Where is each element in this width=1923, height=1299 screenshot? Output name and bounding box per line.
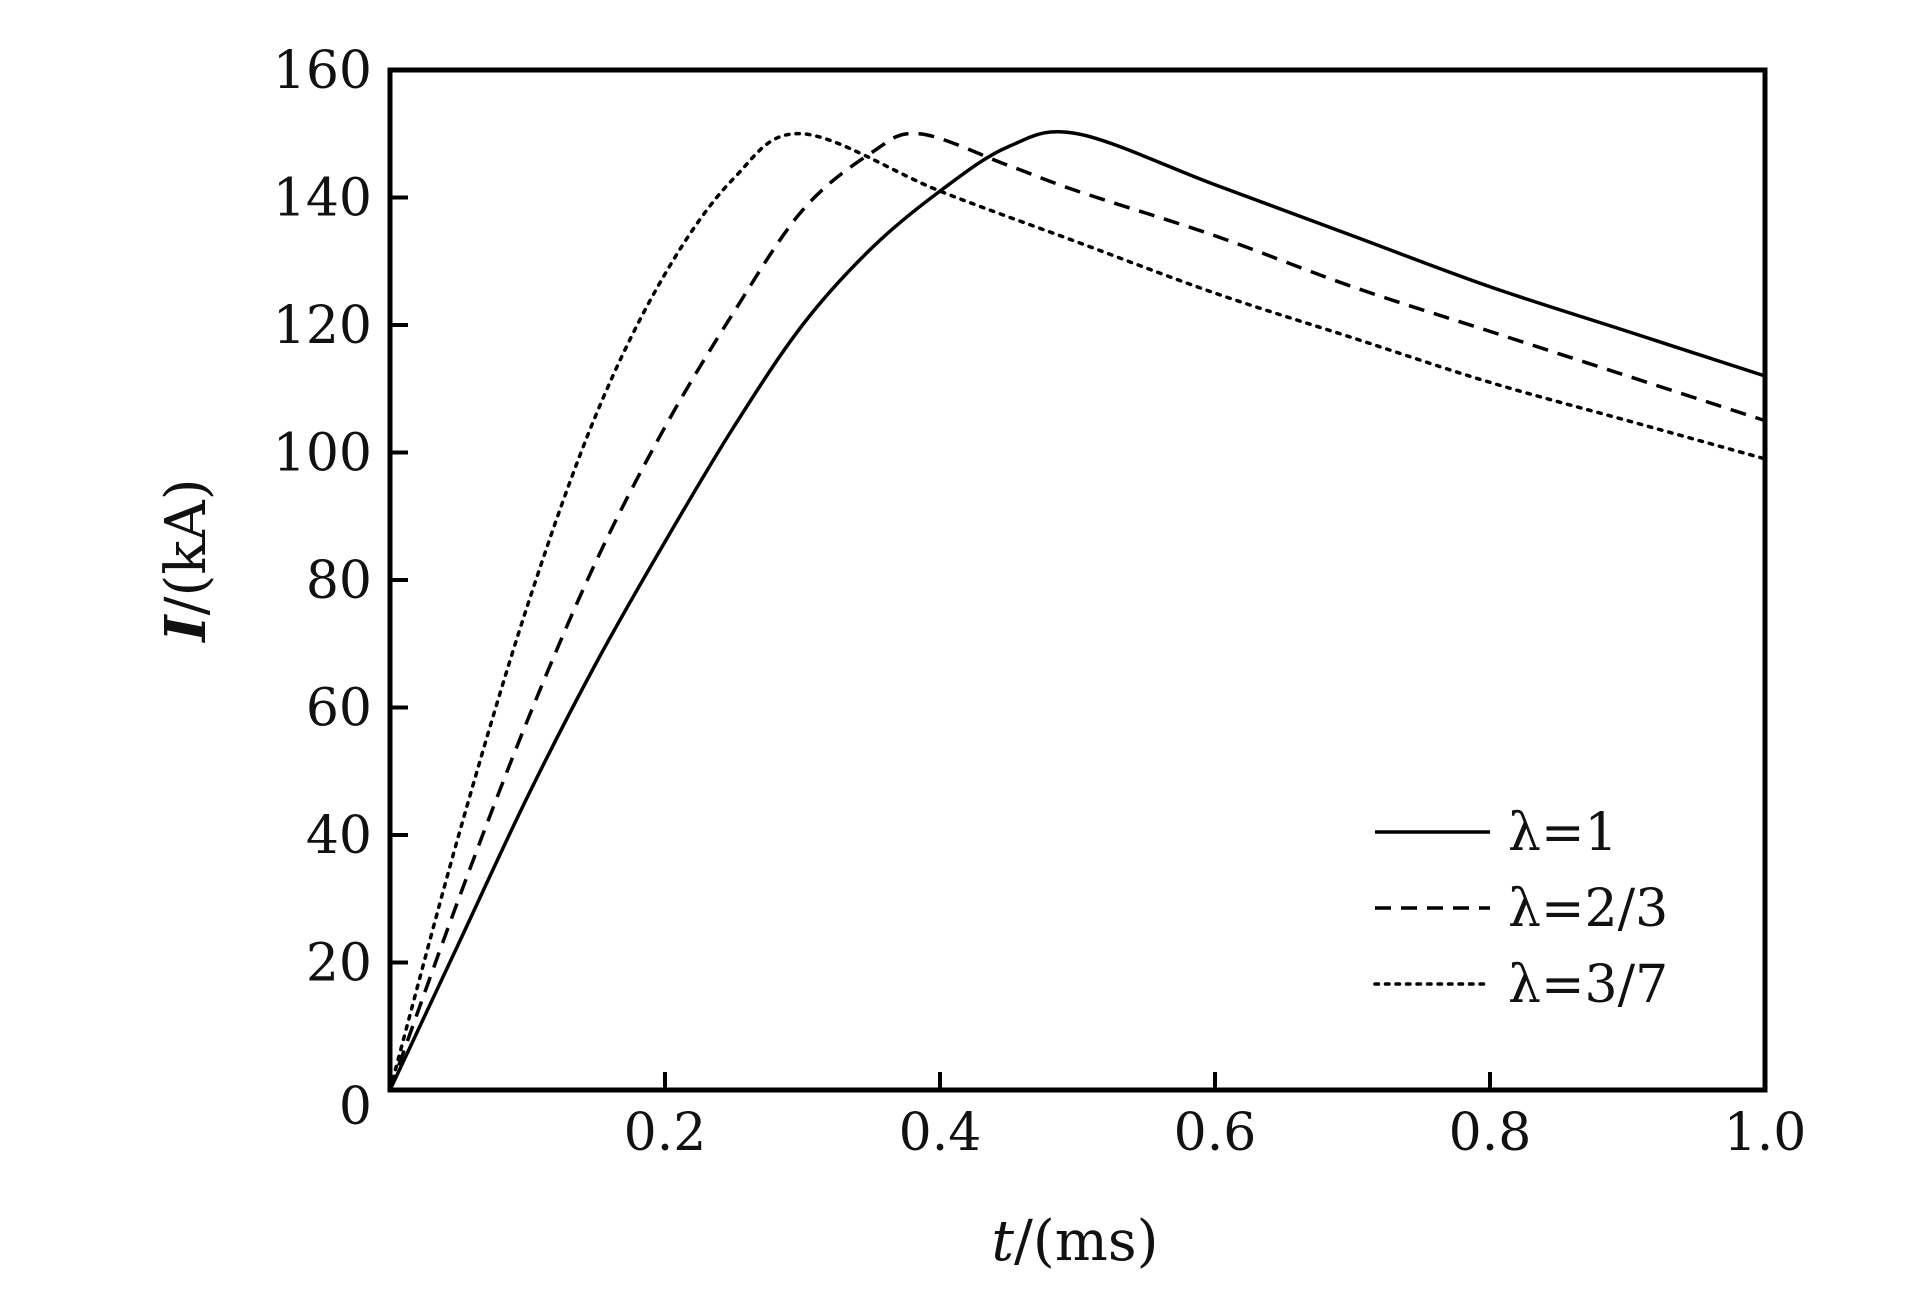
x-axis-ticks: 0.2 0.4 0.6 0.8 1.0: [624, 1072, 1807, 1163]
series-line-2: [388, 131, 1766, 1091]
x-axis-label: t/(ms): [992, 1209, 1159, 1274]
y-tick-label: 0: [339, 1077, 372, 1137]
x-axis-symbol: t: [992, 1209, 1015, 1274]
x-tick-label: 0.6: [1174, 1103, 1257, 1163]
y-tick-label: 40: [306, 806, 372, 866]
legend: λ=1 λ=2/3 λ=3/7: [1373, 803, 1668, 1015]
y-axis-symbol: I: [153, 614, 219, 644]
series-layer: [388, 129, 1767, 1092]
y-axis-label: I/(kA): [153, 478, 219, 643]
y-tick-label: 80: [306, 551, 372, 611]
legend-label-series-3: λ=3/7: [1508, 955, 1668, 1015]
x-tick-label: 0.2: [624, 1103, 707, 1163]
y-tick-label: 20: [306, 934, 372, 994]
y-tick-label: 60: [306, 679, 372, 739]
legend-label-series-2: λ=2/3: [1508, 879, 1668, 939]
y-tick-label: 160: [273, 41, 372, 101]
series-line-1: [388, 129, 1766, 1091]
y-axis-ticks: 0 20 40 60 80 100 120 140 160: [273, 41, 408, 1137]
x-tick-label: 1.0: [1724, 1103, 1807, 1163]
series-line-3: [388, 131, 1767, 1092]
y-tick-label: 140: [273, 169, 372, 229]
x-tick-label: 0.4: [899, 1103, 982, 1163]
y-axis-unit: /(kA): [154, 478, 219, 615]
y-tick-label: 100: [273, 424, 372, 484]
x-tick-label: 0.8: [1449, 1103, 1532, 1163]
legend-label-series-1: λ=1: [1508, 803, 1618, 863]
x-axis-unit: /(ms): [1014, 1209, 1158, 1274]
y-tick-label: 120: [273, 296, 372, 356]
